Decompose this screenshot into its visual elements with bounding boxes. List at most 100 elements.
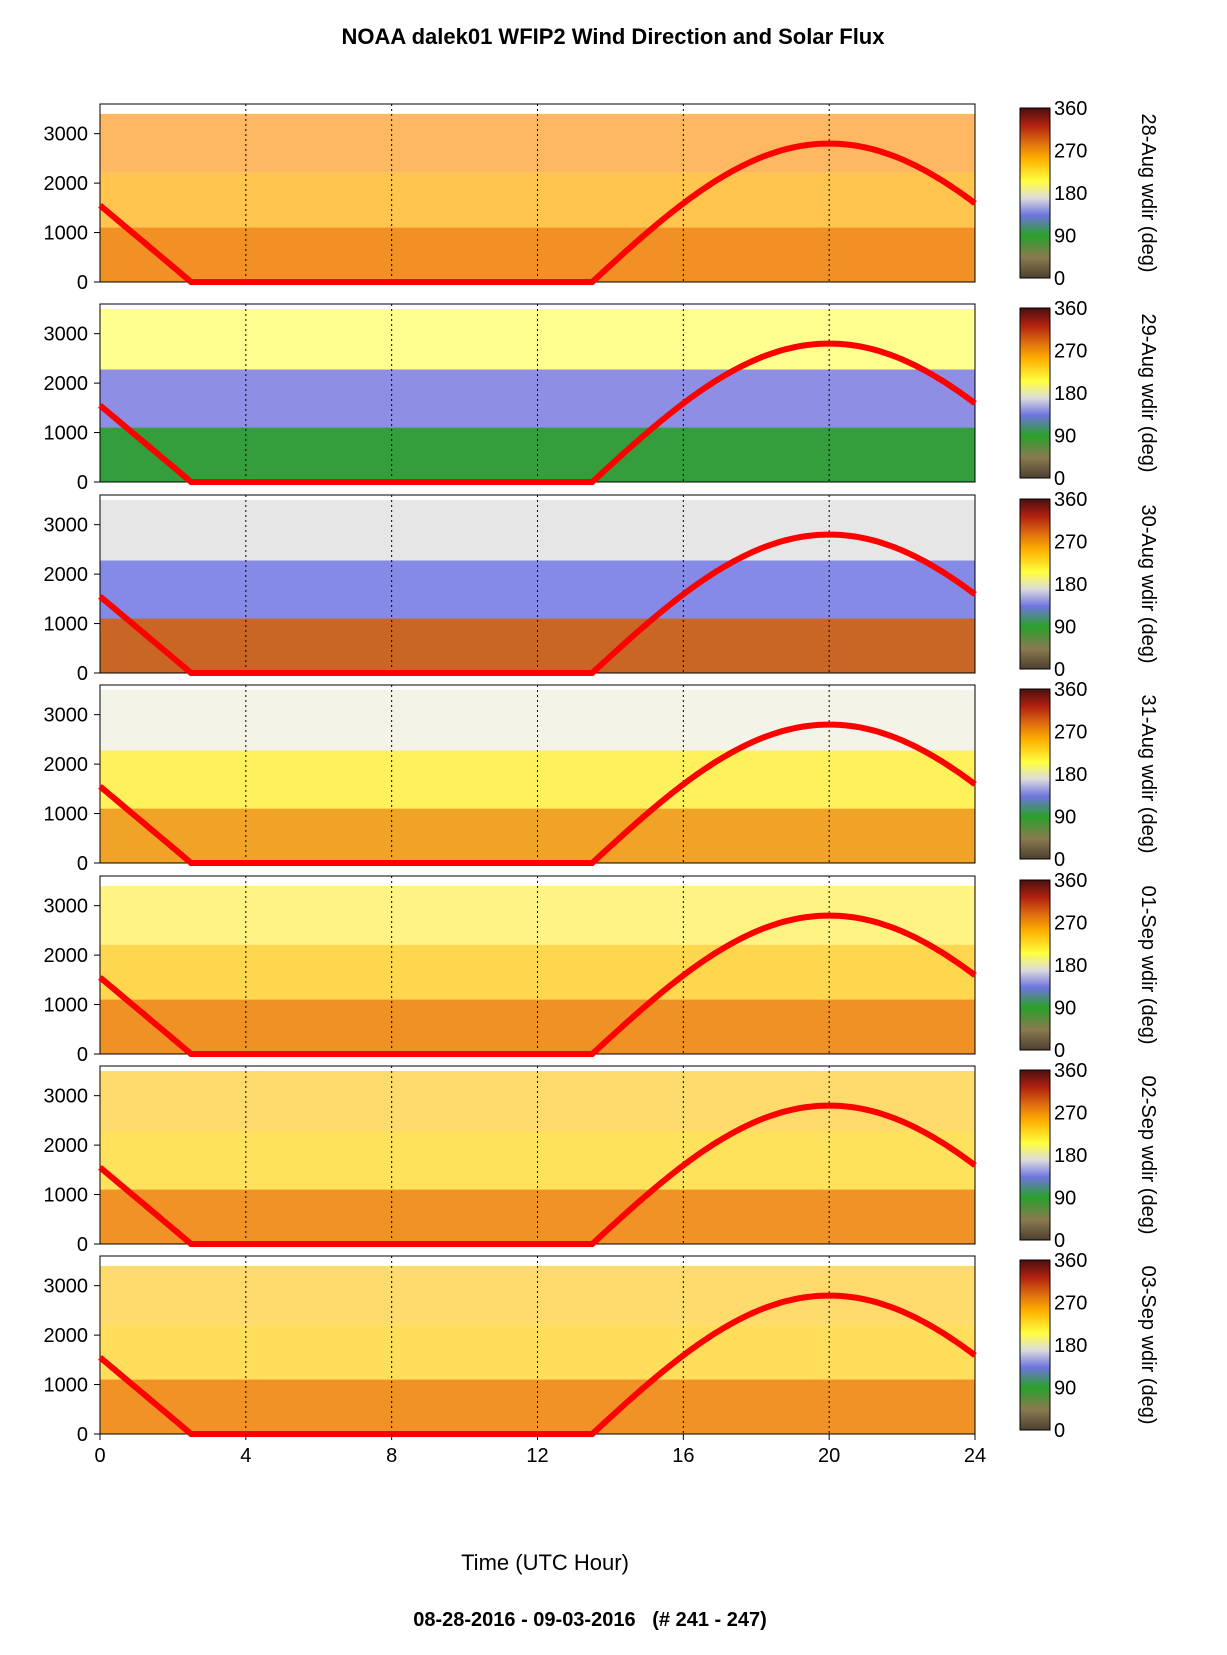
y-tick-label: 2000: [44, 373, 89, 395]
colorbar-tick-label: 0: [1054, 1040, 1065, 1062]
colorbar-tick-label: 270: [1054, 1293, 1087, 1315]
colorbar-label: 31-Aug wdir (deg): [1137, 695, 1159, 854]
x-tick-label: 24: [964, 1445, 986, 1467]
solar-flux-curve: [98, 912, 977, 1057]
y-tick-label: 0: [77, 1044, 88, 1066]
colorbar-tick-label: 90: [1054, 998, 1076, 1020]
colorbar-label: 29-Aug wdir (deg): [1137, 314, 1159, 473]
colorbar-tick-label: 180: [1054, 1335, 1087, 1357]
x-tick-label: 8: [386, 1445, 397, 1467]
y-tick-label: 2000: [44, 564, 89, 586]
colorbar-tick-label: 0: [1054, 268, 1065, 290]
panel-31-Aug: 0 1000 2000 3000 0 90 180 270 360 31-Aug wdir (de…: [44, 679, 1160, 875]
colorbar-label: 01-Sep wdir (deg): [1137, 886, 1159, 1045]
y-tick-label: 3000: [44, 896, 89, 918]
panel-03-Sep: 0 1000 2000 3000 0 90 180 270 360 03-Sep wdir (de…: [44, 1250, 1160, 1446]
y-tick-label: 3000: [44, 1086, 89, 1108]
colorbar: [1019, 1069, 1051, 1241]
y-tick-label: 2000: [44, 1135, 89, 1157]
colorbar-tick-label: 180: [1054, 183, 1087, 205]
colorbar-tick-label: 0: [1054, 659, 1065, 681]
y-tick-label: 1000: [44, 804, 89, 826]
panel-01-Sep: 0 1000 2000 3000 0 90 180 270 360 01-Sep wdir (de…: [44, 870, 1160, 1066]
colorbar-label: 30-Aug wdir (deg): [1137, 505, 1159, 664]
colorbar-tick-label: 360: [1054, 298, 1087, 320]
colorbar-tick-label: 270: [1054, 341, 1087, 363]
y-tick-label: 1000: [44, 423, 89, 445]
colorbar-tick-label: 180: [1054, 1145, 1087, 1167]
y-tick-label: 2000: [44, 754, 89, 776]
y-tick-label: 0: [77, 853, 88, 875]
colorbar-tick-label: 360: [1054, 1060, 1087, 1082]
colorbar-tick-label: 270: [1054, 1103, 1087, 1125]
colorbar-label: 02-Sep wdir (deg): [1137, 1076, 1159, 1235]
colorbar-tick-label: 360: [1054, 679, 1087, 701]
colorbar-tick-label: 270: [1054, 913, 1087, 935]
x-tick-label: 0: [94, 1445, 105, 1467]
x-axis-label: Time (UTC Hour): [461, 1550, 629, 1575]
colorbar-tick-label: 270: [1054, 532, 1087, 554]
x-tick-label: 12: [526, 1445, 548, 1467]
solar-flux-curve: [98, 721, 977, 866]
colorbar: [1019, 307, 1051, 479]
colorbar-tick-label: 90: [1054, 1188, 1076, 1210]
solar-flux-curve: [98, 140, 977, 285]
solar-flux-curve: [98, 1102, 977, 1247]
colorbar-tick-label: 360: [1054, 870, 1087, 892]
colorbar: [1019, 107, 1051, 279]
colorbar-tick-label: 360: [1054, 98, 1087, 120]
colorbar-tick-label: 180: [1054, 574, 1087, 596]
panel-29-Aug: 0 1000 2000 3000 0 90 180 270 360 29-Aug wdir (de…: [44, 298, 1160, 494]
x-tick-label: 20: [818, 1445, 840, 1467]
colorbar-tick-label: 360: [1054, 489, 1087, 511]
colorbar-tick-label: 90: [1054, 226, 1076, 248]
colorbar-tick-label: 0: [1054, 1420, 1065, 1442]
colorbar-tick-label: 0: [1054, 849, 1065, 871]
chart-footer: 08-28-2016 - 09-03-2016 (# 241 - 247): [413, 1609, 767, 1631]
colorbar: [1019, 498, 1051, 670]
x-tick-label: 16: [672, 1445, 694, 1467]
colorbar-tick-label: 90: [1054, 617, 1076, 639]
y-tick-label: 3000: [44, 705, 89, 727]
solar-flux-curve: [98, 340, 977, 485]
colorbar: [1019, 1259, 1051, 1431]
y-tick-label: 3000: [44, 515, 89, 537]
y-tick-label: 3000: [44, 324, 89, 346]
chart-title: NOAA dalek01 WFIP2 Wind Direction and So…: [342, 24, 886, 49]
y-tick-label: 0: [77, 472, 88, 494]
colorbar-tick-label: 270: [1054, 722, 1087, 744]
y-tick-label: 0: [77, 663, 88, 685]
y-tick-label: 1000: [44, 614, 89, 636]
colorbar-tick-label: 90: [1054, 1378, 1076, 1400]
colorbar-tick-label: 360: [1054, 1250, 1087, 1272]
colorbar-tick-label: 90: [1054, 807, 1076, 829]
y-tick-label: 1000: [44, 995, 89, 1017]
y-tick-label: 1000: [44, 223, 89, 245]
y-tick-label: 0: [77, 1424, 88, 1446]
colorbar-tick-label: 180: [1054, 955, 1087, 977]
panel-02-Sep: 0 1000 2000 3000 0 90 180 270 360 02-Sep wdir (de…: [44, 1060, 1160, 1256]
y-tick-label: 1000: [44, 1185, 89, 1207]
y-tick-label: 2000: [44, 1325, 89, 1347]
panel-28-Aug: 0 1000 2000 3000 0 90 180 270 360 28-Aug wdir (de…: [44, 98, 1160, 294]
colorbar-tick-label: 270: [1054, 141, 1087, 163]
y-tick-label: 3000: [44, 1276, 89, 1298]
colorbar-label: 28-Aug wdir (deg): [1137, 114, 1159, 273]
colorbar-tick-label: 0: [1054, 468, 1065, 490]
colorbar-label: 03-Sep wdir (deg): [1137, 1266, 1159, 1425]
y-tick-label: 1000: [44, 1375, 89, 1397]
y-tick-label: 0: [77, 272, 88, 294]
colorbar-tick-label: 180: [1054, 383, 1087, 405]
colorbar: [1019, 879, 1051, 1051]
colorbar-tick-label: 180: [1054, 764, 1087, 786]
y-tick-label: 2000: [44, 173, 89, 195]
y-tick-label: 3000: [44, 124, 89, 146]
y-tick-label: 0: [77, 1234, 88, 1256]
colorbar: [1019, 688, 1051, 860]
panel-30-Aug: 0 1000 2000 3000 0 90 180 270 360 30-Aug wdir (de…: [44, 489, 1160, 685]
y-tick-label: 2000: [44, 945, 89, 967]
solar-flux-curve: [98, 531, 977, 676]
colorbar-tick-label: 0: [1054, 1230, 1065, 1252]
